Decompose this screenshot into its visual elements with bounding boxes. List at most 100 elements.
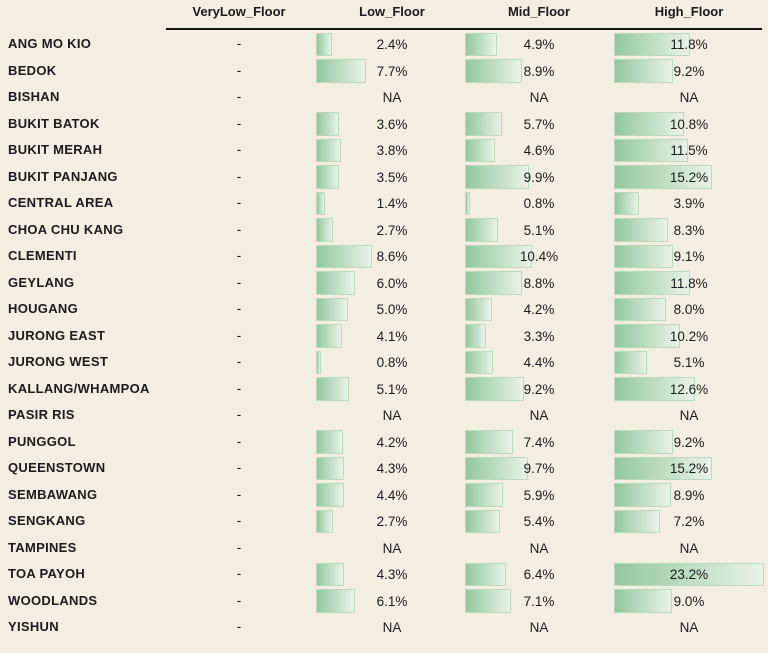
cell-verylow-value: - xyxy=(236,62,242,78)
cell-high: 15.2% xyxy=(0,455,768,482)
cell-low: 4.3% xyxy=(0,561,768,588)
cell-verylow-value: - xyxy=(236,486,242,502)
cell-verylow-value: - xyxy=(236,433,242,449)
cell-low: NA xyxy=(0,402,768,429)
mid-bar xyxy=(465,112,502,136)
table-row: QUEENSTOWN - 4.3% 9.7% 15.2% xyxy=(0,455,768,482)
high-bar xyxy=(614,59,674,83)
mid-bar xyxy=(465,430,513,454)
cell-mid: 4.6% xyxy=(0,137,768,164)
high-value: 11.8% xyxy=(670,275,708,291)
mid-bar xyxy=(465,297,493,321)
row-label: JURONG EAST xyxy=(8,327,106,343)
mid-value: NA xyxy=(529,620,549,635)
high-bar xyxy=(614,112,684,136)
mid-value: 9.7% xyxy=(523,461,555,476)
low-value: NA xyxy=(382,408,402,423)
mid-bar xyxy=(465,165,529,189)
low-value: 4.3% xyxy=(376,567,408,582)
table-row: TOA PAYOH - 4.3% 6.4% 23.2% xyxy=(0,561,768,588)
high-value: 15.2% xyxy=(669,461,709,476)
high-value: 8.3% xyxy=(673,222,705,238)
cell-mid: 6.4% xyxy=(0,561,768,588)
low-value: 4.4% xyxy=(376,487,408,503)
low-value: 5.1% xyxy=(376,381,408,397)
table-row: PUNGGOL - 4.2% 7.4% 9.2% xyxy=(0,429,768,456)
cell-verylow-value: - xyxy=(236,354,242,369)
low-value: 3.5% xyxy=(376,169,408,185)
cell-high: NA xyxy=(0,402,768,429)
mid-value: 7.4% xyxy=(523,434,555,450)
mid-bar xyxy=(465,456,528,480)
low-bar xyxy=(316,244,372,268)
row-label: PUNGGOL xyxy=(8,433,76,449)
mid-value: 8.8% xyxy=(523,275,555,291)
cell-low: 2.7% xyxy=(0,508,768,535)
high-bar xyxy=(614,271,691,295)
table-row: YISHUN - NA NA NA xyxy=(0,614,768,641)
table-row: JURONG WEST - 0.8% 4.4% 5.1% xyxy=(0,349,768,376)
high-bar xyxy=(614,483,672,507)
cell-mid: 9.7% xyxy=(0,455,768,482)
table-row: WOODLANDS - 6.1% 7.1% 9.0% xyxy=(0,588,768,615)
high-bar xyxy=(614,244,673,268)
high-bar xyxy=(614,138,689,162)
mid-value: NA xyxy=(529,540,549,556)
mid-value: 8.9% xyxy=(523,63,555,79)
high-bar xyxy=(614,350,647,374)
cell-verylow-value: - xyxy=(236,168,242,184)
low-value: 8.6% xyxy=(376,249,408,264)
row-label: SENGKANG xyxy=(8,513,86,528)
high-value: 8.9% xyxy=(673,487,705,503)
mid-bar xyxy=(465,377,525,401)
cell-mid: 4.9% xyxy=(0,31,768,58)
cell-verylow-value: - xyxy=(236,327,242,343)
low-bar xyxy=(316,430,344,454)
cell-mid: NA xyxy=(0,614,768,641)
row-label: SEMBAWANG xyxy=(8,486,98,502)
cell-verylow-value: - xyxy=(236,274,242,290)
table-row: KALLANG/WHAMPOA - 5.1% 9.2% 12.6% xyxy=(0,376,768,403)
cell-mid: 5.7% xyxy=(0,111,768,138)
cell-high: 7.2% xyxy=(0,508,768,535)
column-header-mid-floor: Mid_Floor xyxy=(507,4,571,19)
high-bar xyxy=(614,430,674,454)
cell-high: 5.1% xyxy=(0,349,768,376)
low-bar xyxy=(316,138,341,162)
cell-mid: 0.8% xyxy=(0,190,768,217)
high-value: 8.0% xyxy=(673,302,705,317)
cell-low: NA xyxy=(0,614,768,641)
table-row: BUKIT BATOK - 3.6% 5.7% 10.8% xyxy=(0,111,768,138)
cell-verylow-value: - xyxy=(236,619,242,634)
low-value: 3.8% xyxy=(376,143,408,158)
cell-verylow-value: - xyxy=(236,301,242,316)
cell-mid: NA xyxy=(0,402,768,429)
high-value: 11.5% xyxy=(670,143,708,158)
mid-value: 4.9% xyxy=(523,37,555,52)
row-label: PASIR RIS xyxy=(8,407,75,422)
cell-low: NA xyxy=(0,535,768,562)
low-bar xyxy=(316,112,340,136)
low-value: 4.3% xyxy=(376,461,408,476)
low-bar xyxy=(316,297,349,321)
low-bar xyxy=(316,218,334,242)
table-row: CHOA CHU KANG - 2.7% 5.1% 8.3% xyxy=(0,217,768,244)
cell-verylow-value: - xyxy=(236,407,242,422)
high-value: 10.2% xyxy=(669,328,709,344)
cell-mid: 3.3% xyxy=(0,323,768,350)
row-label: BUKIT BATOK xyxy=(8,115,100,131)
mid-value: 3.3% xyxy=(523,328,555,344)
column-header-high-floor: High_Floor xyxy=(654,4,724,19)
row-label: WOODLANDS xyxy=(8,592,98,608)
row-label: TAMPINES xyxy=(8,539,77,555)
high-value: NA xyxy=(679,540,699,556)
mid-value: 10.4% xyxy=(519,249,559,264)
cell-low: 6.1% xyxy=(0,588,768,615)
cell-low: 4.2% xyxy=(0,429,768,456)
table-row: GEYLANG - 6.0% 8.8% 11.8% xyxy=(0,270,768,297)
table-row: TAMPINES - NA NA NA xyxy=(0,535,768,562)
low-value: 4.2% xyxy=(376,434,408,450)
cell-high: 8.0% xyxy=(0,296,768,323)
cell-high: NA xyxy=(0,614,768,641)
high-bar xyxy=(614,218,668,242)
